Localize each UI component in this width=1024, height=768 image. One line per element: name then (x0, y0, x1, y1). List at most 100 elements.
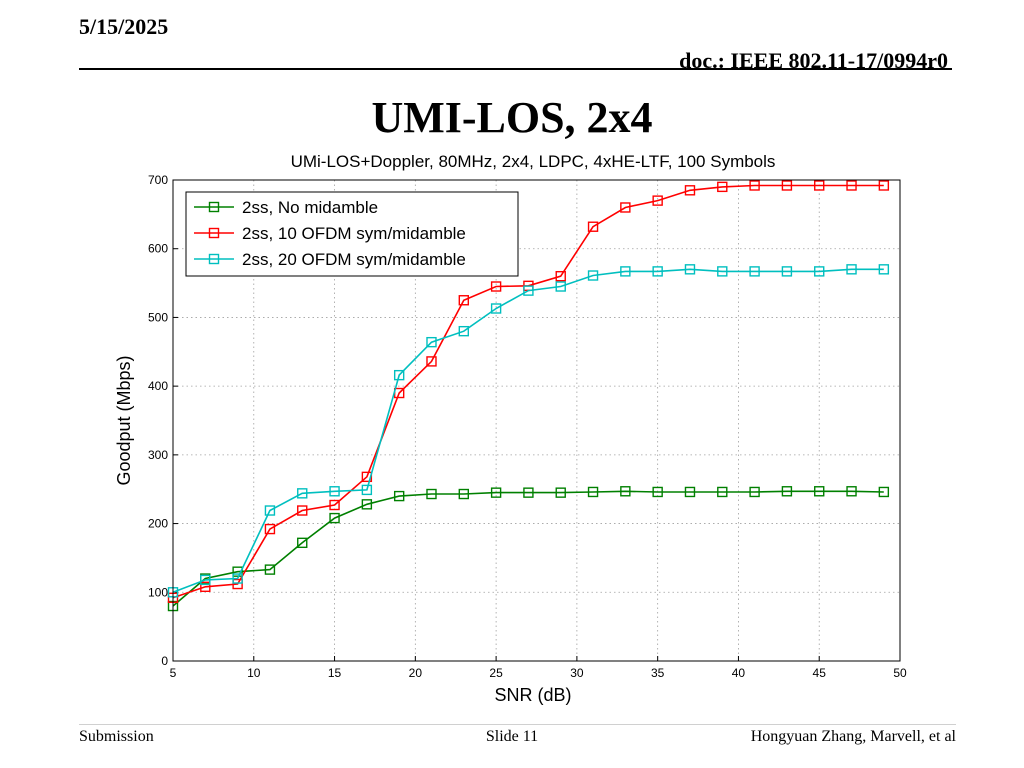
data-point (846, 486, 857, 497)
data-point (749, 486, 760, 498)
y-tick-label: 600 (148, 242, 168, 256)
legend-label: 2ss, 10 OFDM sym/midamble (242, 224, 466, 243)
data-point (587, 270, 599, 281)
data-point (523, 285, 534, 296)
data-point (232, 578, 243, 590)
data-point (232, 573, 243, 584)
data-point (555, 487, 566, 498)
x-tick-label: 25 (489, 666, 503, 680)
data-point (652, 486, 663, 498)
data-point (781, 180, 793, 191)
x-tick-label: 50 (893, 666, 907, 680)
legend-swatch-marker (208, 201, 220, 213)
data-point (587, 221, 599, 232)
header-date: 5/15/2025 (79, 14, 169, 39)
legend-swatch-marker (208, 227, 220, 239)
y-tick-label: 200 (148, 517, 168, 531)
data-point (426, 356, 437, 367)
chart-title: UMi-LOS+Doppler, 80MHz, 2x4, LDPC, 4xHE-… (291, 152, 776, 171)
series-line (172, 490, 884, 607)
header-doc-id: doc.: IEEE 802.11-17/0994r0 (679, 48, 948, 73)
data-point (781, 266, 793, 277)
data-point (458, 295, 469, 306)
data-point (717, 266, 728, 277)
data-point (264, 564, 276, 575)
x-tick-label: 5 (170, 666, 177, 680)
data-point (684, 185, 696, 196)
data-point (749, 266, 760, 277)
data-point (361, 484, 373, 496)
data-point (297, 537, 308, 549)
y-tick-label: 100 (148, 585, 168, 599)
data-point (200, 581, 211, 592)
data-point (846, 264, 857, 275)
x-tick-label: 10 (247, 666, 261, 680)
data-point (555, 281, 566, 292)
legend-label: 2ss, No midamble (242, 198, 378, 217)
slide-title: UMI-LOS, 2x4 (371, 93, 653, 142)
data-point (393, 490, 405, 502)
footer-rule (79, 724, 956, 725)
data-point (297, 505, 308, 516)
x-tick-label: 35 (651, 666, 665, 680)
data-point (878, 180, 890, 191)
y-tick-label: 300 (148, 448, 168, 462)
data-point (814, 180, 825, 191)
chart-svg: UMi-LOS+Doppler, 80MHz, 2x4, LDPC, 4xHE-… (114, 152, 907, 705)
data-point (749, 180, 760, 191)
x-tick-label: 20 (409, 666, 423, 680)
data-point (814, 486, 825, 497)
legend-swatch-marker (208, 253, 220, 265)
series-1 (167, 486, 890, 612)
data-point (684, 486, 696, 498)
y-tick-label: 0 (161, 654, 168, 668)
data-point (329, 512, 340, 524)
data-point (620, 266, 631, 277)
y-axis-label: Goodput (Mbps) (114, 355, 134, 485)
series-layer (167, 180, 890, 612)
y-tick-label: 700 (148, 173, 168, 187)
legend-item: 2ss, 20 OFDM sym/midamble (194, 250, 466, 269)
data-point (232, 566, 243, 577)
legend-item: 2ss, 10 OFDM sym/midamble (194, 224, 466, 243)
y-tick-label: 400 (148, 379, 168, 393)
data-point (652, 266, 663, 277)
data-point (361, 499, 373, 510)
data-point (426, 488, 437, 500)
plot-frame (172, 179, 901, 662)
x-tick-label: 30 (570, 666, 584, 680)
data-point (587, 486, 599, 498)
data-point (523, 487, 534, 498)
data-point (458, 325, 469, 337)
data-point (620, 486, 631, 497)
legend: 2ss, No midamble 2ss, 10 OFDM sym/midambl… (185, 191, 519, 277)
footer-submission: Submission (79, 728, 154, 745)
data-point (329, 499, 340, 511)
x-tick-label: 45 (813, 666, 827, 680)
chart: UMi-LOS+Doppler, 80MHz, 2x4, LDPC, 4xHE-… (110, 145, 910, 710)
data-point (555, 270, 566, 282)
legend-label: 2ss, 20 OFDM sym/midamble (242, 250, 466, 269)
series-3 (167, 264, 890, 598)
data-point (200, 574, 211, 586)
data-point (490, 487, 502, 498)
series-line (172, 268, 884, 594)
x-axis-label: SNR (dB) (494, 685, 571, 705)
data-point (264, 523, 276, 535)
data-point (652, 195, 663, 206)
data-point (814, 266, 825, 277)
data-point (329, 486, 340, 497)
data-point (717, 181, 728, 193)
header-rule (79, 68, 952, 70)
data-point (264, 505, 276, 516)
tick-labels: 5 10 15 20 25 30 35 40 45 50010020030040050060070… (148, 173, 907, 680)
legend-box (185, 191, 519, 277)
data-point (620, 202, 631, 213)
data-point (490, 303, 502, 314)
data-point (458, 488, 469, 500)
data-point (393, 369, 405, 381)
data-point (878, 486, 890, 498)
legend-item: 2ss, No midamble (194, 198, 378, 217)
x-tick-label: 40 (732, 666, 746, 680)
data-point (717, 486, 728, 498)
